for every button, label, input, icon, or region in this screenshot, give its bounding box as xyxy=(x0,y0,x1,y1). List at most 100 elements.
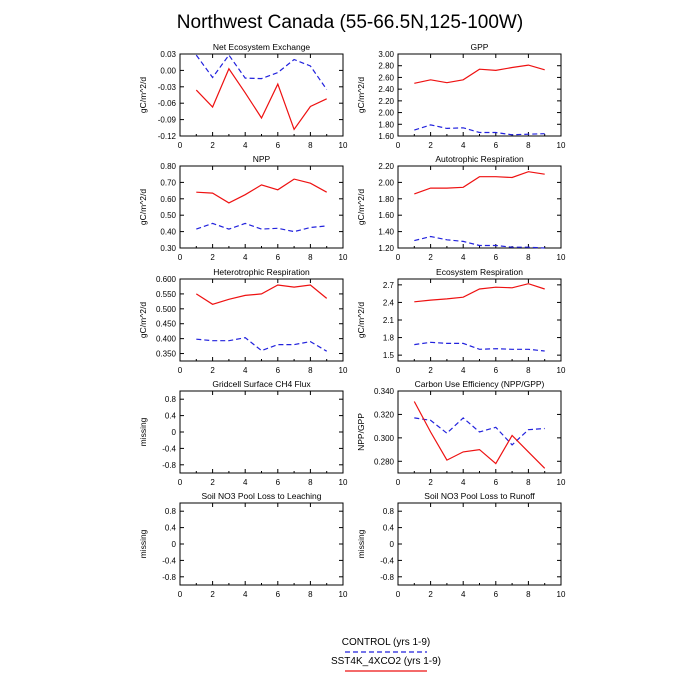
x-tick-label: 10 xyxy=(557,590,566,599)
y-axis-label: NPP/GPP xyxy=(356,413,366,451)
y-tick-label: 0.500 xyxy=(156,305,177,314)
y-tick-label: 0.4 xyxy=(383,524,395,533)
y-tick-label: 0.70 xyxy=(160,178,176,187)
x-tick-label: 8 xyxy=(308,590,313,599)
y-tick-label: -0.8 xyxy=(162,573,176,582)
y-tick-label: 0.600 xyxy=(156,275,177,284)
x-tick-label: 6 xyxy=(276,478,281,487)
panel-heterotrophic-respiration: Heterotrophic Respiration gC/m^2/d 0 2 4 6 8 10… xyxy=(138,267,348,375)
x-tick-label: 2 xyxy=(428,590,433,599)
x-tick-label: 10 xyxy=(557,478,566,487)
y-tick-label: 0.4 xyxy=(165,524,177,533)
panel-gridcell-surface-ch4-flux: Gridcell Surface CH4 Flux missing 0 2 4 6 8 10 0… xyxy=(138,379,348,487)
y-tick-label: 2.20 xyxy=(378,97,394,106)
x-tick-label: 0 xyxy=(178,366,183,375)
y-tick-label: -0.03 xyxy=(158,83,177,92)
x-tick-label: 2 xyxy=(210,590,215,599)
series-line-control xyxy=(414,341,545,352)
x-tick-label: 2 xyxy=(428,253,433,262)
y-tick-label: 2.20 xyxy=(378,162,394,171)
x-tick-label: 6 xyxy=(494,590,499,599)
y-axis-label: gC/m^2/d xyxy=(356,302,366,338)
panel-soil-no3-pool-loss-to-runoff: Soil NO3 Pool Loss to Runoff missing 0 2 4 6 8… xyxy=(356,491,566,599)
plot-frame xyxy=(179,165,344,249)
y-axis-label: gC/m^2/d xyxy=(138,189,148,225)
panel-title: Net Ecosystem Exchange xyxy=(213,42,311,52)
y-tick-label: 1.40 xyxy=(378,228,394,237)
panel-soil-no3-pool-loss-to-leaching: Soil NO3 Pool Loss to Leaching missing 0 2 4… xyxy=(138,491,348,599)
series-line-control xyxy=(196,222,327,233)
y-tick-label: 1.80 xyxy=(378,120,394,129)
x-tick-label: 4 xyxy=(461,141,466,150)
y-axis-label: missing xyxy=(138,417,148,446)
y-tick-label: 0.60 xyxy=(160,195,176,204)
y-tick-label: -0.8 xyxy=(380,573,394,582)
x-tick-label: 0 xyxy=(396,141,401,150)
y-tick-label: 3.00 xyxy=(378,50,394,59)
panels: Net Ecosystem Exchange gC/m^2/d 0 2 4 6 8 10 0.0… xyxy=(138,42,566,599)
x-tick-label: 10 xyxy=(557,141,566,150)
y-tick-label: 0.80 xyxy=(160,162,176,171)
y-tick-label: 2.4 xyxy=(383,298,395,307)
y-tick-label: -0.12 xyxy=(158,132,177,141)
x-tick-label: 8 xyxy=(526,590,531,599)
x-tick-label: 0 xyxy=(396,590,401,599)
y-tick-label: 0.550 xyxy=(156,290,177,299)
x-tick-label: 10 xyxy=(557,366,566,375)
x-tick-label: 8 xyxy=(308,366,313,375)
plot-frame xyxy=(179,390,344,474)
series-line-control xyxy=(414,417,545,446)
y-tick-label: 0 xyxy=(172,428,177,437)
panel-npp: NPP gC/m^2/d 0 2 4 6 8 10 0.80 0.70 0.60 0.50 0.40 0.… xyxy=(138,154,348,262)
x-tick-label: 6 xyxy=(494,253,499,262)
y-tick-label: 0.03 xyxy=(160,50,176,59)
x-tick-label: 8 xyxy=(526,253,531,262)
x-tick-label: 0 xyxy=(178,590,183,599)
x-tick-label: 8 xyxy=(308,253,313,262)
x-tick-label: 6 xyxy=(276,253,281,262)
y-tick-label: 0.280 xyxy=(374,457,395,466)
y-tick-label: 0.4 xyxy=(165,412,177,421)
series-line-sst4k xyxy=(195,284,328,305)
legend-label-control: CONTROL (yrs 1-9) xyxy=(342,637,431,648)
y-tick-label: 0.8 xyxy=(165,507,177,516)
y-tick-label: 1.60 xyxy=(378,132,394,141)
series-line-control xyxy=(414,124,545,136)
series-line-sst4k xyxy=(195,67,327,131)
x-tick-label: 6 xyxy=(276,590,281,599)
x-tick-label: 4 xyxy=(243,141,248,150)
series-line-sst4k xyxy=(414,171,545,195)
x-tick-label: 4 xyxy=(461,478,466,487)
y-axis-label: gC/m^2/d xyxy=(356,77,366,113)
x-tick-label: 0 xyxy=(178,141,183,150)
x-tick-label: 2 xyxy=(210,478,215,487)
y-axis-label: gC/m^2/d xyxy=(138,77,148,113)
x-tick-label: 4 xyxy=(243,253,248,262)
x-tick-label: 10 xyxy=(557,253,566,262)
panel-title: GPP xyxy=(471,42,489,52)
x-tick-label: 4 xyxy=(461,253,466,262)
series-line-sst4k xyxy=(414,283,545,303)
panel-carbon-use-efficiency-npp-gpp: Carbon Use Efficiency (NPP/GPP) NPP/GPP 0 2… xyxy=(356,379,566,487)
panel-net-ecosystem-exchange: Net Ecosystem Exchange gC/m^2/d 0 2 4 6 8 10 0.0… xyxy=(138,42,348,150)
x-tick-label: 2 xyxy=(428,478,433,487)
panel-title: Gridcell Surface CH4 Flux xyxy=(212,379,311,389)
y-axis-label: missing xyxy=(356,529,366,558)
y-tick-label: 0.450 xyxy=(156,320,177,329)
panel-title: Soil NO3 Pool Loss to Runoff xyxy=(424,491,535,501)
plot-frame xyxy=(179,53,344,137)
panel-title: Soil NO3 Pool Loss to Leaching xyxy=(201,491,321,501)
x-tick-label: 6 xyxy=(494,141,499,150)
panel-title: NPP xyxy=(253,154,271,164)
x-tick-label: 8 xyxy=(526,478,531,487)
x-tick-label: 2 xyxy=(428,366,433,375)
y-tick-label: 2.7 xyxy=(383,281,395,290)
plot-frame xyxy=(397,165,562,249)
x-tick-label: 10 xyxy=(339,141,348,150)
y-tick-label: -0.06 xyxy=(158,99,177,108)
panel-title: Carbon Use Efficiency (NPP/GPP) xyxy=(415,379,545,389)
panel-title: Autotrophic Respiration xyxy=(435,154,524,164)
panel-title: Ecosystem Respiration xyxy=(436,267,523,277)
legend-label-sst4k: SST4K_4XCO2 (yrs 1-9) xyxy=(331,656,441,667)
series-line-sst4k xyxy=(196,178,327,204)
